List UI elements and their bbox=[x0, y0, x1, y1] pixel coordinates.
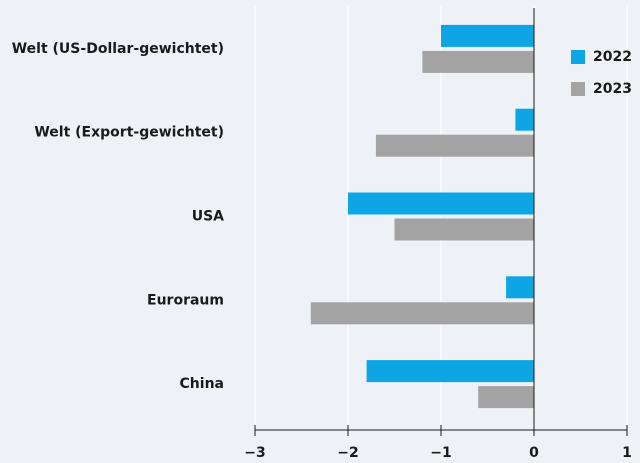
bar bbox=[375, 134, 534, 157]
legend-label: 2022 bbox=[593, 49, 632, 65]
x-tick-label: 0 bbox=[529, 445, 539, 461]
bar bbox=[348, 192, 534, 215]
bar bbox=[310, 302, 534, 325]
bar bbox=[366, 360, 534, 383]
y-tick-label: Welt (US-Dollar-gewichtet) bbox=[12, 41, 224, 57]
x-tick-label: 1 bbox=[622, 445, 632, 461]
x-tick-label: −3 bbox=[244, 445, 265, 461]
x-tick-label: −2 bbox=[337, 445, 358, 461]
y-tick-label: USA bbox=[192, 209, 224, 225]
bar bbox=[506, 276, 534, 299]
x-tick-label: −1 bbox=[430, 445, 451, 461]
bar bbox=[422, 50, 534, 73]
y-tick-label: Welt (Export-gewichtet) bbox=[34, 125, 224, 141]
bar bbox=[478, 386, 534, 409]
bar bbox=[441, 24, 534, 47]
bar bbox=[394, 218, 534, 241]
legend-label: 2023 bbox=[593, 81, 632, 97]
y-tick-label: China bbox=[180, 376, 224, 392]
legend-swatch bbox=[571, 50, 585, 64]
bar bbox=[515, 108, 534, 131]
legend-swatch bbox=[571, 82, 585, 96]
y-tick-label: Euroraum bbox=[147, 292, 224, 308]
